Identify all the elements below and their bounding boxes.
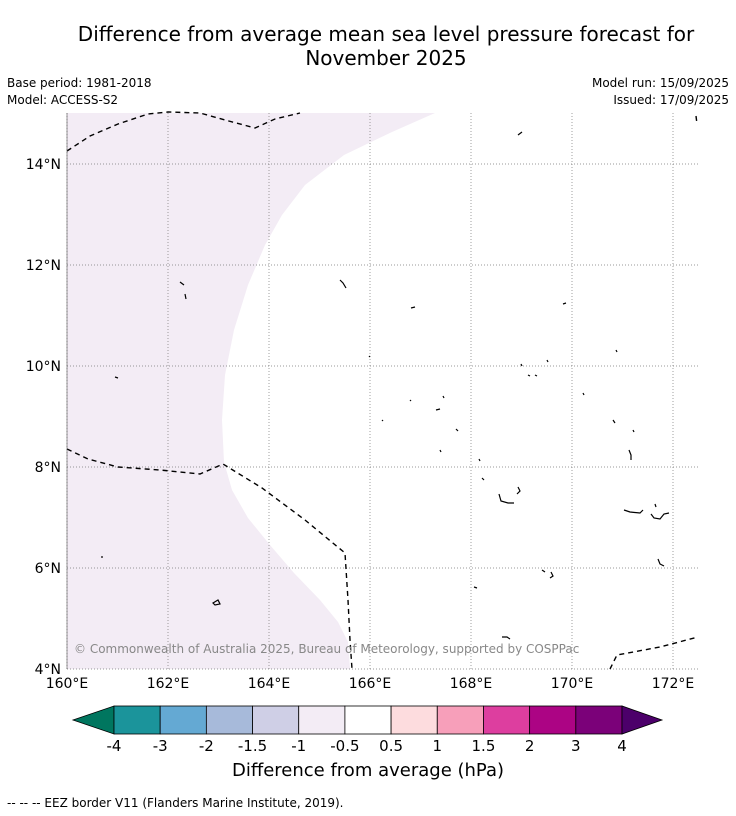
- title-line-2: November 2025: [305, 46, 467, 70]
- colorbar-tick-label: 1: [432, 737, 442, 755]
- lon-tick-labels: 160°E 162°E 164°E 166°E 168°E 170°E 172°…: [46, 676, 695, 692]
- colorbar-segment: [159, 705, 207, 735]
- colorbar-segment: [436, 705, 484, 735]
- copyright-text: © Commonwealth of Australia 2025, Bureau…: [74, 642, 579, 656]
- island: [455, 428, 459, 432]
- colorbar-segment: [252, 705, 300, 735]
- lon-tick-label: 162°E: [147, 676, 190, 692]
- lon-tick-label: 172°E: [652, 676, 695, 692]
- island: [481, 477, 485, 481]
- island: [179, 281, 185, 286]
- island: [184, 293, 187, 300]
- base-period: Base period: 1981-2018: [7, 76, 152, 90]
- island: [541, 569, 554, 579]
- island: [409, 399, 412, 402]
- island: [628, 449, 632, 460]
- island: [527, 374, 538, 377]
- eez-border-north: [66, 111, 301, 152]
- lat-tick-label: 6°N: [35, 561, 61, 577]
- island: [498, 493, 514, 504]
- colorbar: -4 -3 -2 -1.5 -1 -0.5 0.5 1 1.5 2 3 4: [71, 705, 664, 755]
- lon-tick-label: 160°E: [46, 676, 89, 692]
- islands: [101, 131, 670, 640]
- colorbar-tick-label: -1: [291, 737, 306, 755]
- island: [439, 449, 442, 453]
- eez-borders: [66, 111, 699, 670]
- eez-border-central: [66, 448, 353, 670]
- island: [368, 355, 371, 358]
- eez-border-east: [695, 115, 698, 125]
- title-line-1: Difference from average mean sea level p…: [77, 22, 695, 46]
- anomaly-region-shading: [67, 113, 435, 669]
- lon-tick-label: 166°E: [349, 676, 392, 692]
- colorbar-segment: [390, 705, 438, 735]
- island: [517, 131, 523, 136]
- colorbar-tick-label: -1.5: [238, 737, 267, 755]
- eez-legend: -- -- -- EEZ border V11 (Flanders Marine…: [7, 796, 344, 810]
- island: [212, 599, 221, 606]
- island: [650, 512, 670, 520]
- lon-tick-label: 164°E: [248, 676, 291, 692]
- colorbar-extend-high: [621, 705, 664, 735]
- island: [442, 395, 445, 399]
- lat-tick-label: 8°N: [35, 460, 61, 476]
- lat-tick-label: 10°N: [26, 359, 61, 375]
- colorbar-extend-low: [71, 705, 115, 735]
- colorbar-tick-label: 3: [571, 737, 581, 755]
- colorbar-segment: [344, 705, 392, 735]
- lat-tick-label: 12°N: [26, 258, 61, 274]
- colorbar-tick-label: -0.5: [330, 737, 359, 755]
- island: [502, 636, 511, 640]
- island: [546, 359, 549, 363]
- colorbar-tick-label: -3: [153, 737, 168, 755]
- chart-title: Difference from average mean sea level p…: [36, 22, 736, 70]
- island: [410, 306, 416, 309]
- island: [582, 392, 585, 396]
- colorbar-label: Difference from average (hPa): [231, 760, 505, 781]
- colorbar-segment: [529, 705, 577, 735]
- lon-tick-label: 170°E: [551, 676, 594, 692]
- issued-date: Issued: 17/09/2025: [613, 93, 729, 107]
- colorbar-segment: [113, 705, 161, 735]
- colorbar-segment: [298, 705, 346, 735]
- island: [657, 558, 665, 567]
- island: [623, 509, 644, 514]
- island: [562, 302, 567, 305]
- island: [339, 279, 347, 289]
- island: [114, 376, 119, 379]
- colorbar-segment: [575, 705, 623, 735]
- colorbar-tick-label: 4: [617, 737, 627, 755]
- island: [615, 349, 618, 353]
- colorbar-segment: [483, 705, 531, 735]
- island: [516, 486, 521, 495]
- island: [381, 419, 384, 422]
- eez-border-southeast: [609, 636, 699, 670]
- gridlines: [66, 113, 698, 670]
- lat-tick-label: 4°N: [35, 662, 61, 678]
- island: [654, 503, 657, 508]
- island: [478, 458, 481, 462]
- colorbar-tick-label: 2: [525, 737, 535, 755]
- colorbar-tick-label: 1.5: [472, 737, 496, 755]
- island: [612, 419, 616, 424]
- colorbar-segment: [205, 705, 253, 735]
- island: [435, 408, 441, 411]
- model-name: Model: ACCESS-S2: [7, 93, 119, 107]
- island: [473, 586, 478, 589]
- colorbar-tick-label: -4: [107, 737, 122, 755]
- colorbar-tick-label: -2: [199, 737, 214, 755]
- lon-tick-label: 168°E: [450, 676, 493, 692]
- lat-tick-labels: 14°N 12°N 10°N 8°N 6°N 4°N: [26, 157, 61, 678]
- colorbar-tick-label: 0.5: [379, 737, 403, 755]
- model-run: Model run: 15/09/2025: [591, 76, 729, 90]
- island: [632, 429, 635, 433]
- island: [520, 363, 523, 367]
- lat-tick-label: 14°N: [26, 157, 61, 173]
